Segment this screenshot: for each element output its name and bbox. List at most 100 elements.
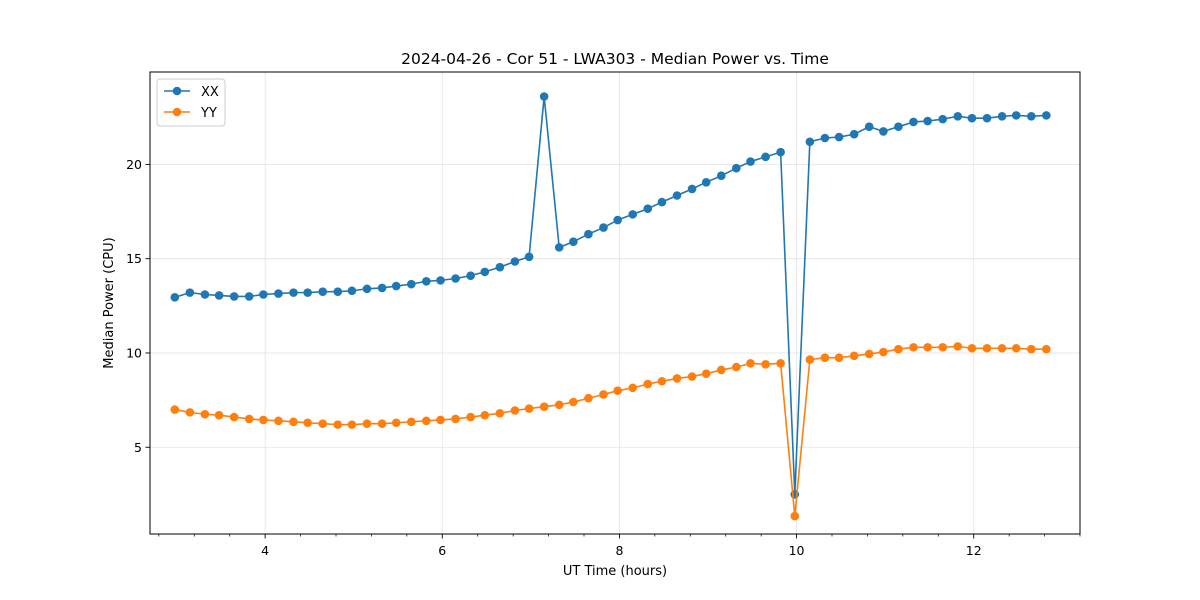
series-yy-point bbox=[185, 408, 195, 417]
series-xx-point bbox=[495, 262, 505, 272]
series-xx-point bbox=[362, 284, 372, 294]
series-yy-point bbox=[377, 419, 387, 428]
y-tick-label: 15 bbox=[126, 251, 142, 266]
series-yy-point bbox=[967, 343, 977, 353]
series-yy-point bbox=[834, 353, 844, 362]
series-yy-point bbox=[923, 343, 932, 352]
series-xx-point bbox=[967, 113, 977, 123]
series-yy-point bbox=[1026, 344, 1036, 354]
series-xx-point bbox=[406, 279, 416, 289]
series-xx-point bbox=[451, 274, 460, 283]
series-xx-point bbox=[643, 204, 653, 214]
series-xx-point bbox=[628, 210, 638, 219]
y-tick-label: 10 bbox=[126, 345, 142, 360]
series-yy-point bbox=[524, 404, 534, 413]
series-xx-point bbox=[701, 178, 711, 187]
series-xx-point bbox=[864, 122, 874, 131]
series-xx-point bbox=[687, 184, 697, 194]
series-xx-point bbox=[849, 129, 859, 139]
series-yy-point bbox=[495, 409, 505, 418]
series-yy-point bbox=[569, 397, 578, 407]
series-xx-point bbox=[834, 132, 844, 142]
series-yy-point bbox=[894, 344, 903, 354]
series-yy-point bbox=[864, 349, 874, 359]
series-xx-point bbox=[672, 191, 682, 200]
series-xx-point bbox=[303, 288, 312, 297]
series-xx-point bbox=[657, 197, 667, 207]
x-tick-label: 8 bbox=[615, 543, 623, 558]
series-xx-point bbox=[244, 292, 254, 301]
series-xx-point bbox=[466, 271, 475, 280]
legend-yy-label: YY bbox=[200, 106, 217, 121]
series-yy-point bbox=[466, 412, 475, 422]
series-yy-point bbox=[170, 405, 180, 414]
series-xx-point bbox=[569, 237, 578, 247]
series-xx-point bbox=[1042, 111, 1051, 120]
series-xx-point bbox=[584, 229, 593, 239]
series-xx-point bbox=[229, 292, 239, 301]
legend-xx-label: XX bbox=[201, 85, 219, 100]
series-xx-point bbox=[480, 267, 490, 277]
series-xx-point bbox=[422, 277, 431, 286]
series-yy-point bbox=[347, 420, 357, 429]
series-yy-point bbox=[643, 379, 653, 389]
series-yy-point bbox=[1042, 344, 1051, 354]
x-tick-label: 10 bbox=[789, 543, 805, 558]
series-yy-point bbox=[214, 410, 224, 420]
series-xx-point bbox=[761, 152, 770, 162]
series-yy-point bbox=[790, 511, 800, 521]
y-tick-label: 20 bbox=[126, 157, 142, 172]
series-layer bbox=[170, 92, 1051, 521]
series-xx-point bbox=[170, 293, 180, 302]
series-xx-point bbox=[274, 289, 283, 298]
series-yy-point bbox=[1011, 343, 1021, 353]
series-xx-point bbox=[200, 290, 210, 299]
series-yy-point bbox=[584, 393, 593, 403]
series-yy-point bbox=[422, 416, 431, 426]
series-xx-point bbox=[938, 114, 948, 124]
y-axis-label: Median Power (CPU) bbox=[102, 237, 117, 368]
series-yy-point bbox=[716, 365, 726, 375]
series-yy-point bbox=[599, 390, 608, 399]
series-yy-point bbox=[362, 419, 372, 428]
series-xx-point bbox=[318, 287, 328, 296]
series-yy-point bbox=[303, 418, 312, 428]
series-yy-point bbox=[879, 347, 888, 357]
series-xx-point bbox=[879, 127, 888, 136]
series-xx-point bbox=[820, 133, 830, 143]
series-yy-point bbox=[997, 343, 1007, 353]
x-tick-label: 12 bbox=[966, 543, 982, 558]
series-yy-point bbox=[746, 359, 755, 368]
x-tick-label: 4 bbox=[261, 543, 269, 558]
series-yy-point bbox=[687, 372, 697, 381]
series-xx-point bbox=[524, 252, 534, 262]
axis-ticks: 4 6 8 10 12 5 10 15 20 bbox=[126, 157, 1081, 558]
series-xx-point bbox=[391, 281, 401, 291]
series-yy-point bbox=[776, 359, 785, 368]
series-yy-point bbox=[761, 359, 770, 369]
series-yy-point bbox=[318, 419, 328, 428]
series-yy-point bbox=[436, 415, 445, 425]
grid bbox=[150, 72, 1080, 534]
series-xx-point bbox=[510, 257, 520, 266]
series-yy-point bbox=[554, 400, 564, 410]
series-xx-point bbox=[776, 147, 785, 157]
series-yy-point bbox=[953, 342, 963, 351]
legend: XX YY bbox=[156, 78, 226, 127]
series-xx-point bbox=[214, 291, 224, 300]
series-yy-point bbox=[200, 409, 210, 419]
series-yy-point bbox=[805, 355, 815, 364]
series-xx-point bbox=[716, 171, 726, 181]
series-xx-point bbox=[982, 113, 992, 123]
series-xx-point bbox=[539, 92, 549, 101]
series-yy-point bbox=[701, 369, 711, 379]
series-yy-point bbox=[229, 412, 239, 422]
series-xx-point bbox=[185, 288, 195, 297]
series-yy-point bbox=[259, 415, 268, 425]
series-xx-point bbox=[436, 276, 445, 285]
series-xx-point bbox=[909, 117, 918, 127]
series-xx-point bbox=[894, 122, 903, 131]
series-xx-point bbox=[613, 215, 622, 225]
series-yy-point bbox=[849, 351, 859, 361]
